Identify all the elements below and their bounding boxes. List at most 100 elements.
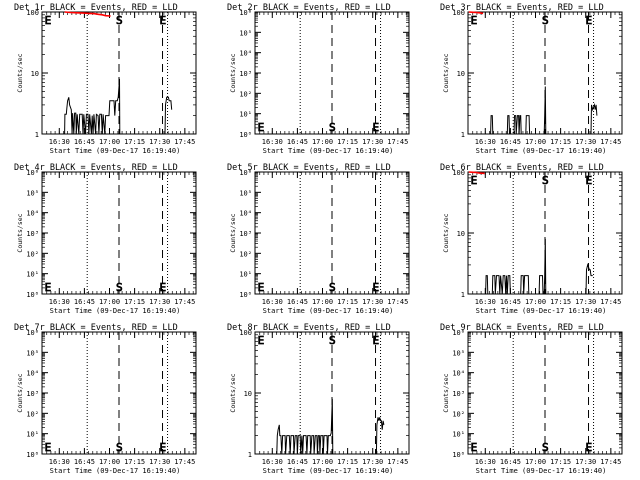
x-axis-label: Start Time (09-Dec-17 16:19:40) — [263, 307, 394, 315]
panel-det-4: Det 4r BLACK = Events, RED = LLD 10⁰ 10¹ 10… — [14, 163, 197, 315]
end-marker: E — [373, 121, 380, 134]
panel-title: Det 1r BLACK = Events, RED = LLD — [14, 3, 178, 13]
y-tick-label: 10⁵ — [239, 29, 252, 37]
series-lld — [64, 11, 111, 17]
y-axis-label: Counts/sec — [442, 53, 450, 92]
panel-det-5: Det 5r BLACK = Events, RED = LLD 10⁰ 10¹ 10… — [227, 163, 410, 315]
end-marker: E — [373, 281, 380, 294]
series-events — [590, 102, 598, 135]
y-tick-label: 10⁶ — [26, 169, 39, 177]
x-tick-label: 16:45 — [287, 458, 308, 466]
x-tick-label: 17:45 — [600, 298, 621, 306]
y-tick-label: 10 — [457, 230, 465, 238]
x-axis-label: Start Time (09-Dec-17 16:19:40) — [263, 467, 394, 475]
series-events — [506, 115, 522, 135]
end-marker: E — [258, 281, 265, 294]
panel-title: Det 9r BLACK = Events, RED = LLD — [440, 323, 604, 333]
x-tick-label: 16:30 — [475, 298, 496, 306]
start-marker: S — [116, 281, 123, 294]
y-tick-label: 10⁴ — [452, 370, 465, 378]
y-tick-label: 10⁰ — [26, 291, 39, 299]
y-tick-label: 10 — [31, 70, 39, 78]
start-marker: S — [542, 14, 549, 27]
x-tick-label: 17:00 — [312, 458, 333, 466]
x-tick-label: 17:00 — [525, 138, 546, 146]
series-events — [543, 238, 547, 295]
y-tick-label: 10⁶ — [239, 9, 252, 17]
x-tick-label: 16:45 — [500, 458, 521, 466]
end-marker: E — [586, 14, 593, 27]
start-marker: S — [542, 174, 549, 187]
x-tick-label: 17:00 — [312, 298, 333, 306]
end-marker: E — [471, 441, 478, 454]
y-tick-label: 10⁵ — [26, 349, 39, 357]
end-marker: E — [258, 334, 265, 347]
start-marker: S — [329, 281, 336, 294]
x-tick-label: 17:30 — [149, 298, 170, 306]
x-tick-label: 16:45 — [74, 458, 95, 466]
end-marker: E — [45, 441, 52, 454]
x-tick-label: 17:45 — [387, 298, 408, 306]
y-axis-label: Counts/sec — [229, 213, 237, 252]
x-tick-label: 16:45 — [74, 298, 95, 306]
x-tick-label: 17:00 — [99, 298, 120, 306]
y-axis-label: Counts/sec — [442, 213, 450, 252]
start-marker: S — [116, 441, 123, 454]
series-events — [525, 115, 531, 135]
end-marker: E — [45, 14, 52, 27]
x-tick-label: 17:30 — [575, 298, 596, 306]
end-marker: E — [471, 14, 478, 27]
y-tick-label: 10⁰ — [452, 451, 465, 459]
panel-title: Det 5r BLACK = Events, RED = LLD — [227, 163, 391, 173]
y-tick-label: 10⁵ — [239, 189, 252, 197]
x-tick-label: 17:45 — [174, 138, 195, 146]
series-lld — [468, 171, 485, 175]
y-tick-label: 100 — [239, 329, 252, 337]
x-tick-label: 17:45 — [600, 458, 621, 466]
end-marker: E — [45, 281, 52, 294]
x-tick-label: 16:45 — [287, 138, 308, 146]
x-tick-label: 17:15 — [550, 298, 571, 306]
end-marker: E — [160, 441, 167, 454]
y-tick-label: 10² — [239, 250, 252, 258]
x-tick-label: 17:30 — [362, 138, 383, 146]
panel-det-6: Det 6r BLACK = Events, RED = LLD 1 10 100 16… — [440, 163, 623, 315]
x-tick-label: 17:00 — [99, 138, 120, 146]
x-axis-label: Start Time (09-Dec-17 16:19:40) — [476, 147, 607, 155]
y-axis-label: Counts/sec — [16, 53, 24, 92]
y-tick-label: 1 — [248, 451, 252, 459]
y-tick-label: 10⁵ — [452, 349, 465, 357]
y-axis-label: Counts/sec — [229, 53, 237, 92]
x-tick-label: 17:30 — [575, 458, 596, 466]
x-tick-label: 17:45 — [387, 458, 408, 466]
x-tick-label: 16:45 — [500, 138, 521, 146]
y-axis-label: Counts/sec — [229, 373, 237, 412]
panel-title: Det 3r BLACK = Events, RED = LLD — [440, 3, 604, 13]
x-tick-label: 16:30 — [49, 458, 70, 466]
x-tick-label: 16:45 — [74, 138, 95, 146]
series-events — [491, 275, 511, 295]
panel-det-3: Det 3r BLACK = Events, RED = LLD 1 10 100 16… — [440, 3, 623, 155]
panel-title: Det 6r BLACK = Events, RED = LLD — [440, 163, 604, 173]
x-tick-label: 17:15 — [124, 458, 145, 466]
y-tick-label: 1 — [461, 291, 465, 299]
x-tick-label: 16:30 — [262, 138, 283, 146]
end-marker: E — [160, 281, 167, 294]
series-events — [164, 96, 173, 135]
y-tick-label: 10⁴ — [239, 210, 252, 218]
x-axis-label: Start Time (09-Dec-17 16:19:40) — [50, 147, 181, 155]
y-axis-label: Counts/sec — [16, 213, 24, 252]
x-tick-label: 17:15 — [337, 458, 358, 466]
end-marker: E — [373, 334, 380, 347]
x-tick-label: 17:30 — [149, 458, 170, 466]
panel-det-2: Det 2r BLACK = Events, RED = LLD 10⁰ 10¹ 10… — [227, 3, 410, 155]
series-events — [485, 275, 489, 295]
x-axis-label: Start Time (09-Dec-17 16:19:40) — [476, 467, 607, 475]
y-tick-label: 10⁶ — [26, 329, 39, 337]
series-events — [490, 115, 494, 135]
x-tick-label: 17:15 — [337, 298, 358, 306]
y-tick-label: 10³ — [452, 390, 465, 398]
start-marker: S — [329, 121, 336, 134]
x-tick-label: 16:30 — [49, 138, 70, 146]
